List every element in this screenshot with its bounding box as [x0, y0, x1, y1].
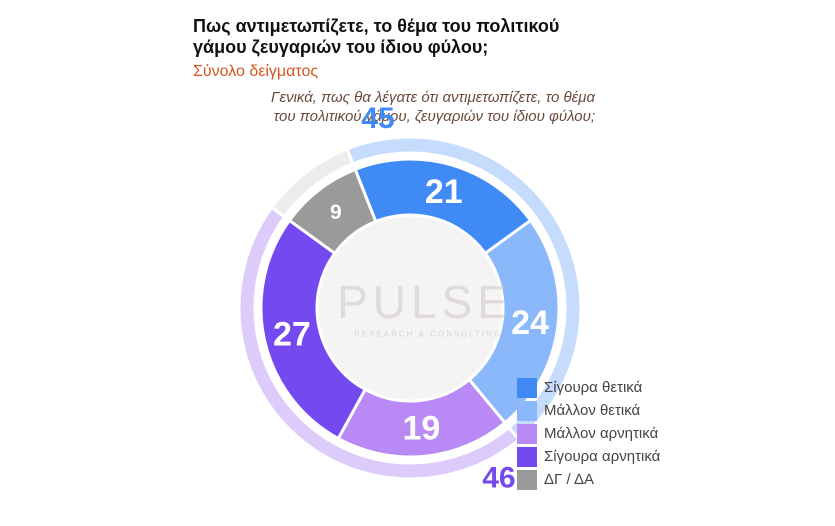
donut-slice-5	[287, 167, 378, 256]
outer-ring-segment-dk_na	[269, 147, 355, 219]
legend: Σίγουρα θετικά Μάλλον θετικά Μάλλον αρνητι…	[517, 376, 660, 491]
legend-label: Μάλλον θετικά	[544, 402, 641, 419]
slice-label-2: 24	[511, 304, 549, 342]
legend-swatch	[517, 423, 537, 444]
legend-item-rather-negative: Μάλλον αρνητικά	[517, 422, 660, 445]
chart-title: Πως αντιμετωπίζετε, το θέμα του πολιτικο…	[193, 16, 560, 57]
legend-label: Σίγουρα αρνητικά	[544, 448, 661, 465]
donut-slice-4	[259, 218, 368, 441]
legend-item-certainly-negative: Σίγουρα αρνητικά	[517, 445, 660, 468]
donut-slice-2	[467, 218, 561, 425]
legend-label: Μάλλον αρνητικά	[544, 425, 659, 442]
slice-label-3: 19	[402, 409, 440, 447]
watermark-logo: PULSE	[337, 276, 513, 328]
group-total-positive: 45	[361, 102, 394, 135]
legend-item-dk-na: ΔΓ / ΔΑ	[517, 468, 660, 491]
legend-swatch	[517, 400, 537, 421]
chart-subtitle: Σύνολο δείγματος	[193, 63, 319, 80]
legend-swatch	[517, 377, 537, 398]
legend-item-rather-positive: Μάλλον θετικά	[517, 399, 660, 422]
watermark-tagline: RESEARCH & CONSULTING	[354, 330, 502, 339]
legend-item-certainly-positive: Σίγουρα θετικά	[517, 376, 660, 399]
legend-swatch	[517, 446, 537, 467]
legend-label: Σίγουρα θετικά	[544, 379, 643, 396]
legend-swatch	[517, 469, 537, 490]
slice-label-5: 9	[330, 201, 342, 224]
group-total-negative: 46	[482, 462, 515, 495]
question-text: Γενικά, πως θα λέγατε ότι αντιμετωπίζετε…	[270, 89, 595, 125]
legend-label: ΔΓ / ΔΑ	[544, 471, 594, 488]
donut-center	[318, 216, 502, 400]
slice-label-4: 27	[273, 315, 311, 353]
slice-label-1: 21	[425, 173, 463, 211]
